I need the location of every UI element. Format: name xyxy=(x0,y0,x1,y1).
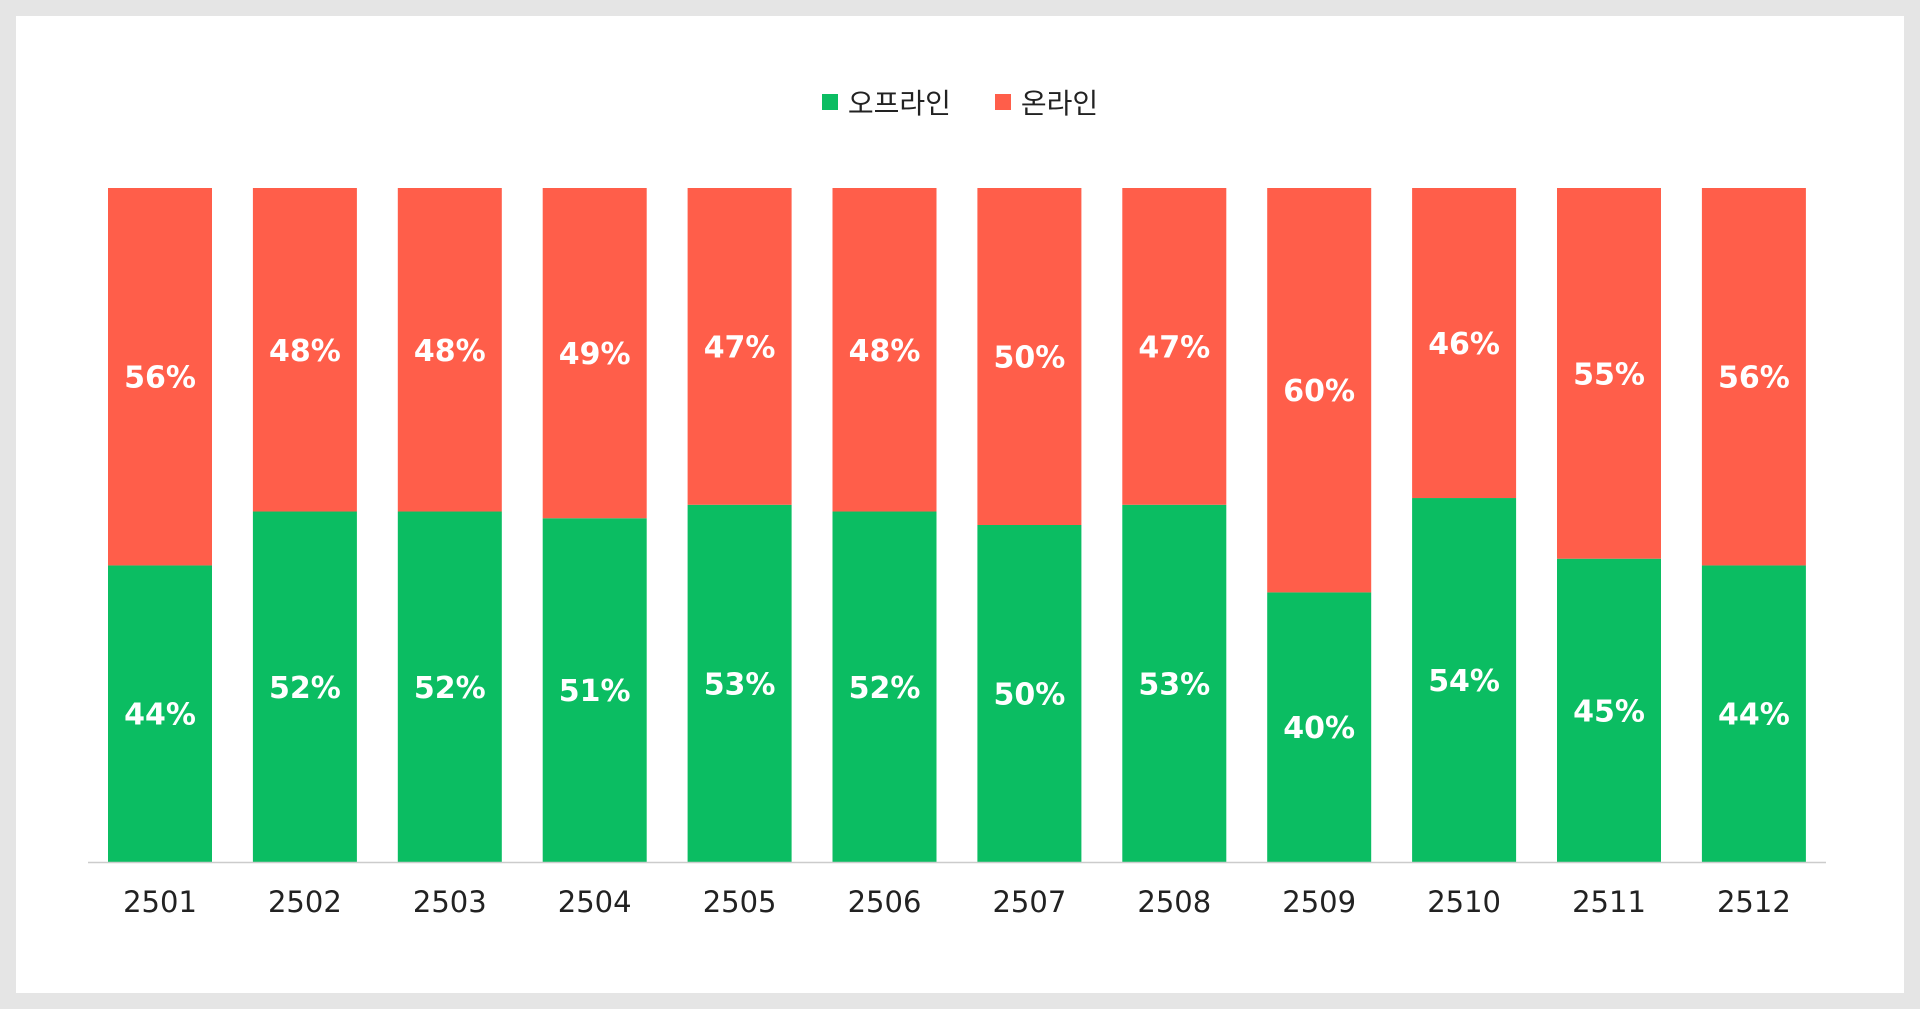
bar-offline-2511[interactable] xyxy=(1557,558,1661,862)
x-tick-label-2505: 2505 xyxy=(703,885,777,919)
x-tick-label-2503: 2503 xyxy=(413,885,487,919)
legend-swatch-offline xyxy=(821,94,838,110)
x-tick-label-2507: 2507 xyxy=(992,885,1066,919)
bar-online-2512[interactable] xyxy=(1701,188,1806,566)
data-label-offline-2509: 40% xyxy=(1283,711,1355,746)
bar-online-2504[interactable] xyxy=(542,188,647,519)
data-label-offline-2506: 52% xyxy=(849,671,921,706)
data-label-offline-2501: 44% xyxy=(124,698,196,733)
x-tick-label-2510: 2510 xyxy=(1427,885,1501,919)
data-label-online-2503: 48% xyxy=(414,334,486,369)
bar-offline-2501[interactable] xyxy=(108,565,212,862)
data-label-offline-2505: 53% xyxy=(704,667,776,702)
bar-offline-2505[interactable] xyxy=(687,504,792,862)
data-label-online-2501: 56% xyxy=(124,361,196,396)
legend-item-offline[interactable]: 오프라인 xyxy=(821,82,951,122)
bar-offline-2508[interactable] xyxy=(1122,504,1227,862)
data-label-offline-2503: 52% xyxy=(414,671,486,706)
bar-offline-2510[interactable] xyxy=(1412,498,1517,862)
bar-offline-2512[interactable] xyxy=(1701,565,1806,862)
legend-label-offline: 오프라인 xyxy=(847,87,951,120)
legend-item-online[interactable]: 온라인 xyxy=(994,82,1099,122)
bar-online-2501[interactable] xyxy=(108,188,212,566)
x-tick-label-2501: 2501 xyxy=(123,885,197,919)
data-label-online-2509: 60% xyxy=(1283,374,1355,409)
data-label-online-2506: 48% xyxy=(849,334,921,369)
data-label-offline-2504: 51% xyxy=(559,674,631,709)
bar-online-2508[interactable] xyxy=(1122,188,1227,505)
legend-swatch-online xyxy=(994,94,1011,110)
bar-offline-2503[interactable] xyxy=(397,511,502,862)
bar-online-2510[interactable] xyxy=(1412,188,1517,499)
bar-offline-2502[interactable] xyxy=(252,511,357,862)
data-label-online-2510: 46% xyxy=(1428,327,1500,362)
data-label-offline-2508: 53% xyxy=(1138,667,1210,702)
bar-online-2509[interactable] xyxy=(1267,188,1372,593)
data-label-offline-2507: 50% xyxy=(993,678,1065,713)
x-tick-label-2509: 2509 xyxy=(1282,885,1356,919)
legend-label-online: 온라인 xyxy=(1020,87,1099,120)
bar-online-2505[interactable] xyxy=(687,188,792,505)
bar-offline-2509[interactable] xyxy=(1267,592,1372,862)
data-label-online-2511: 55% xyxy=(1573,357,1645,392)
data-label-online-2502: 48% xyxy=(269,334,341,369)
x-tick-label-2502: 2502 xyxy=(268,885,342,919)
x-tick-label-2511: 2511 xyxy=(1572,885,1646,919)
x-tick-label-2512: 2512 xyxy=(1717,885,1791,919)
data-label-offline-2512: 44% xyxy=(1718,698,1790,733)
data-label-online-2512: 56% xyxy=(1718,361,1790,396)
data-label-offline-2502: 52% xyxy=(269,671,341,706)
bar-online-2502[interactable] xyxy=(252,188,357,512)
data-label-online-2507: 50% xyxy=(993,341,1065,376)
data-label-offline-2510: 54% xyxy=(1428,664,1500,699)
bar-online-2511[interactable] xyxy=(1557,188,1661,559)
data-label-offline-2511: 45% xyxy=(1573,694,1645,729)
x-tick-label-2506: 2506 xyxy=(848,885,922,919)
data-label-online-2505: 47% xyxy=(704,330,776,365)
bar-online-2503[interactable] xyxy=(397,188,502,512)
bar-offline-2506[interactable] xyxy=(832,511,937,862)
x-tick-label-2508: 2508 xyxy=(1137,885,1211,919)
bar-offline-2504[interactable] xyxy=(542,518,647,862)
x-tick-label-2504: 2504 xyxy=(558,885,632,919)
legend: 오프라인 온라인 xyxy=(16,82,1904,122)
bar-online-2507[interactable] xyxy=(977,188,1082,525)
bar-offline-2507[interactable] xyxy=(977,525,1082,862)
bar-online-2506[interactable] xyxy=(832,188,937,512)
data-label-online-2504: 49% xyxy=(559,337,631,372)
data-label-online-2508: 47% xyxy=(1138,330,1210,365)
